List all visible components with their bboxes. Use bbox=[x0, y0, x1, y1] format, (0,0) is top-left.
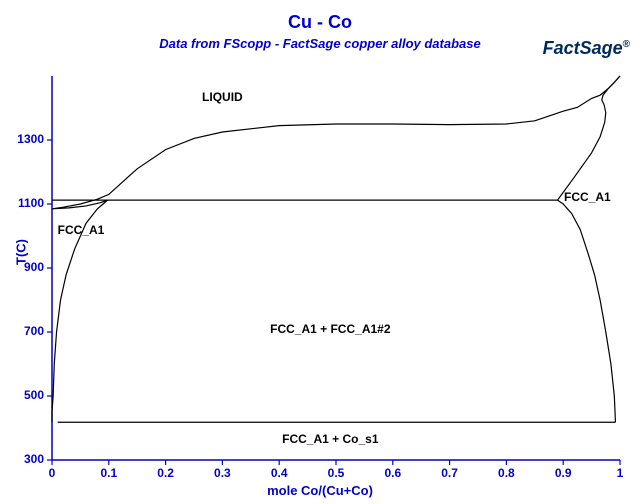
x-tick-label: 0 bbox=[42, 466, 62, 480]
x-tick-label: 0.7 bbox=[440, 466, 460, 480]
x-tick-label: 0.9 bbox=[553, 466, 573, 480]
x-tick-label: 0.2 bbox=[156, 466, 176, 480]
x-tick-label: 0.6 bbox=[383, 466, 403, 480]
x-tick-label: 0.8 bbox=[496, 466, 516, 480]
phase-diagram-plot bbox=[0, 0, 640, 504]
x-tick-label: 0.3 bbox=[212, 466, 232, 480]
y-tick-label: 1100 bbox=[18, 196, 44, 210]
y-tick-label: 1300 bbox=[17, 132, 44, 146]
region-label: FCC_A1 bbox=[564, 190, 611, 204]
x-tick-label: 0.5 bbox=[326, 466, 346, 480]
region-label: FCC_A1 + Co_s1 bbox=[250, 432, 410, 446]
region-label: LIQUID bbox=[142, 90, 302, 104]
x-tick-label: 1 bbox=[610, 466, 630, 480]
y-tick-label: 300 bbox=[24, 452, 44, 466]
region-label: FCC_A1 bbox=[58, 223, 105, 237]
region-label: FCC_A1 + FCC_A1#2 bbox=[250, 322, 410, 336]
y-tick-label: 500 bbox=[24, 388, 44, 402]
y-tick-label: 900 bbox=[24, 260, 44, 274]
y-tick-label: 700 bbox=[24, 324, 44, 338]
x-tick-label: 0.4 bbox=[269, 466, 289, 480]
x-tick-label: 0.1 bbox=[99, 466, 119, 480]
